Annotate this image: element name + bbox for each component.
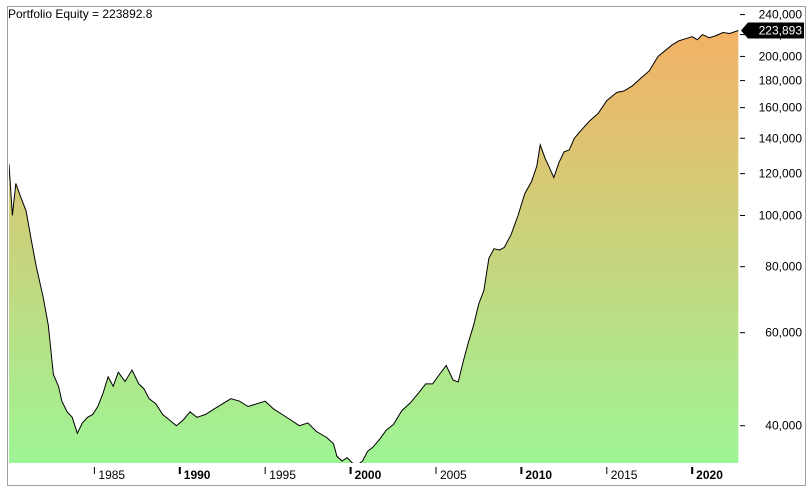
x-tick-label: 2010 [525,468,552,482]
y-tick-label: 160,000 [759,101,803,115]
last-value-label: 223,893 [759,24,803,38]
x-tick-label: 1995 [269,468,296,482]
x-axis: 1985 1990 1995 2000 2005 2010 2015 2020 [93,467,723,482]
y-tick-label: 240,000 [759,8,803,22]
x-tick-label: 1985 [98,468,125,482]
y-tick-label: 100,000 [759,208,803,222]
chart-title: Portfolio Equity = 223892.8 [8,7,153,21]
x-tick-label: 1990 [184,468,211,482]
last-value-marker: 223,893 [741,22,804,39]
equity-area-fill [9,30,739,463]
y-tick-label: 200,000 [759,49,803,63]
equity-line [9,30,739,463]
y-tick-label: 140,000 [759,131,803,145]
y-tick-label: 120,000 [759,167,803,181]
x-tick-label: 2000 [355,468,382,482]
y-tick-label: 60,000 [765,326,802,340]
y-tick-label: 40,000 [765,419,802,433]
x-tick-label: 2020 [696,468,723,482]
y-tick-label: 180,000 [759,74,803,88]
x-tick-label: 2015 [611,468,638,482]
y-tick-label: 80,000 [765,260,802,274]
x-tick-label: 2005 [440,468,467,482]
